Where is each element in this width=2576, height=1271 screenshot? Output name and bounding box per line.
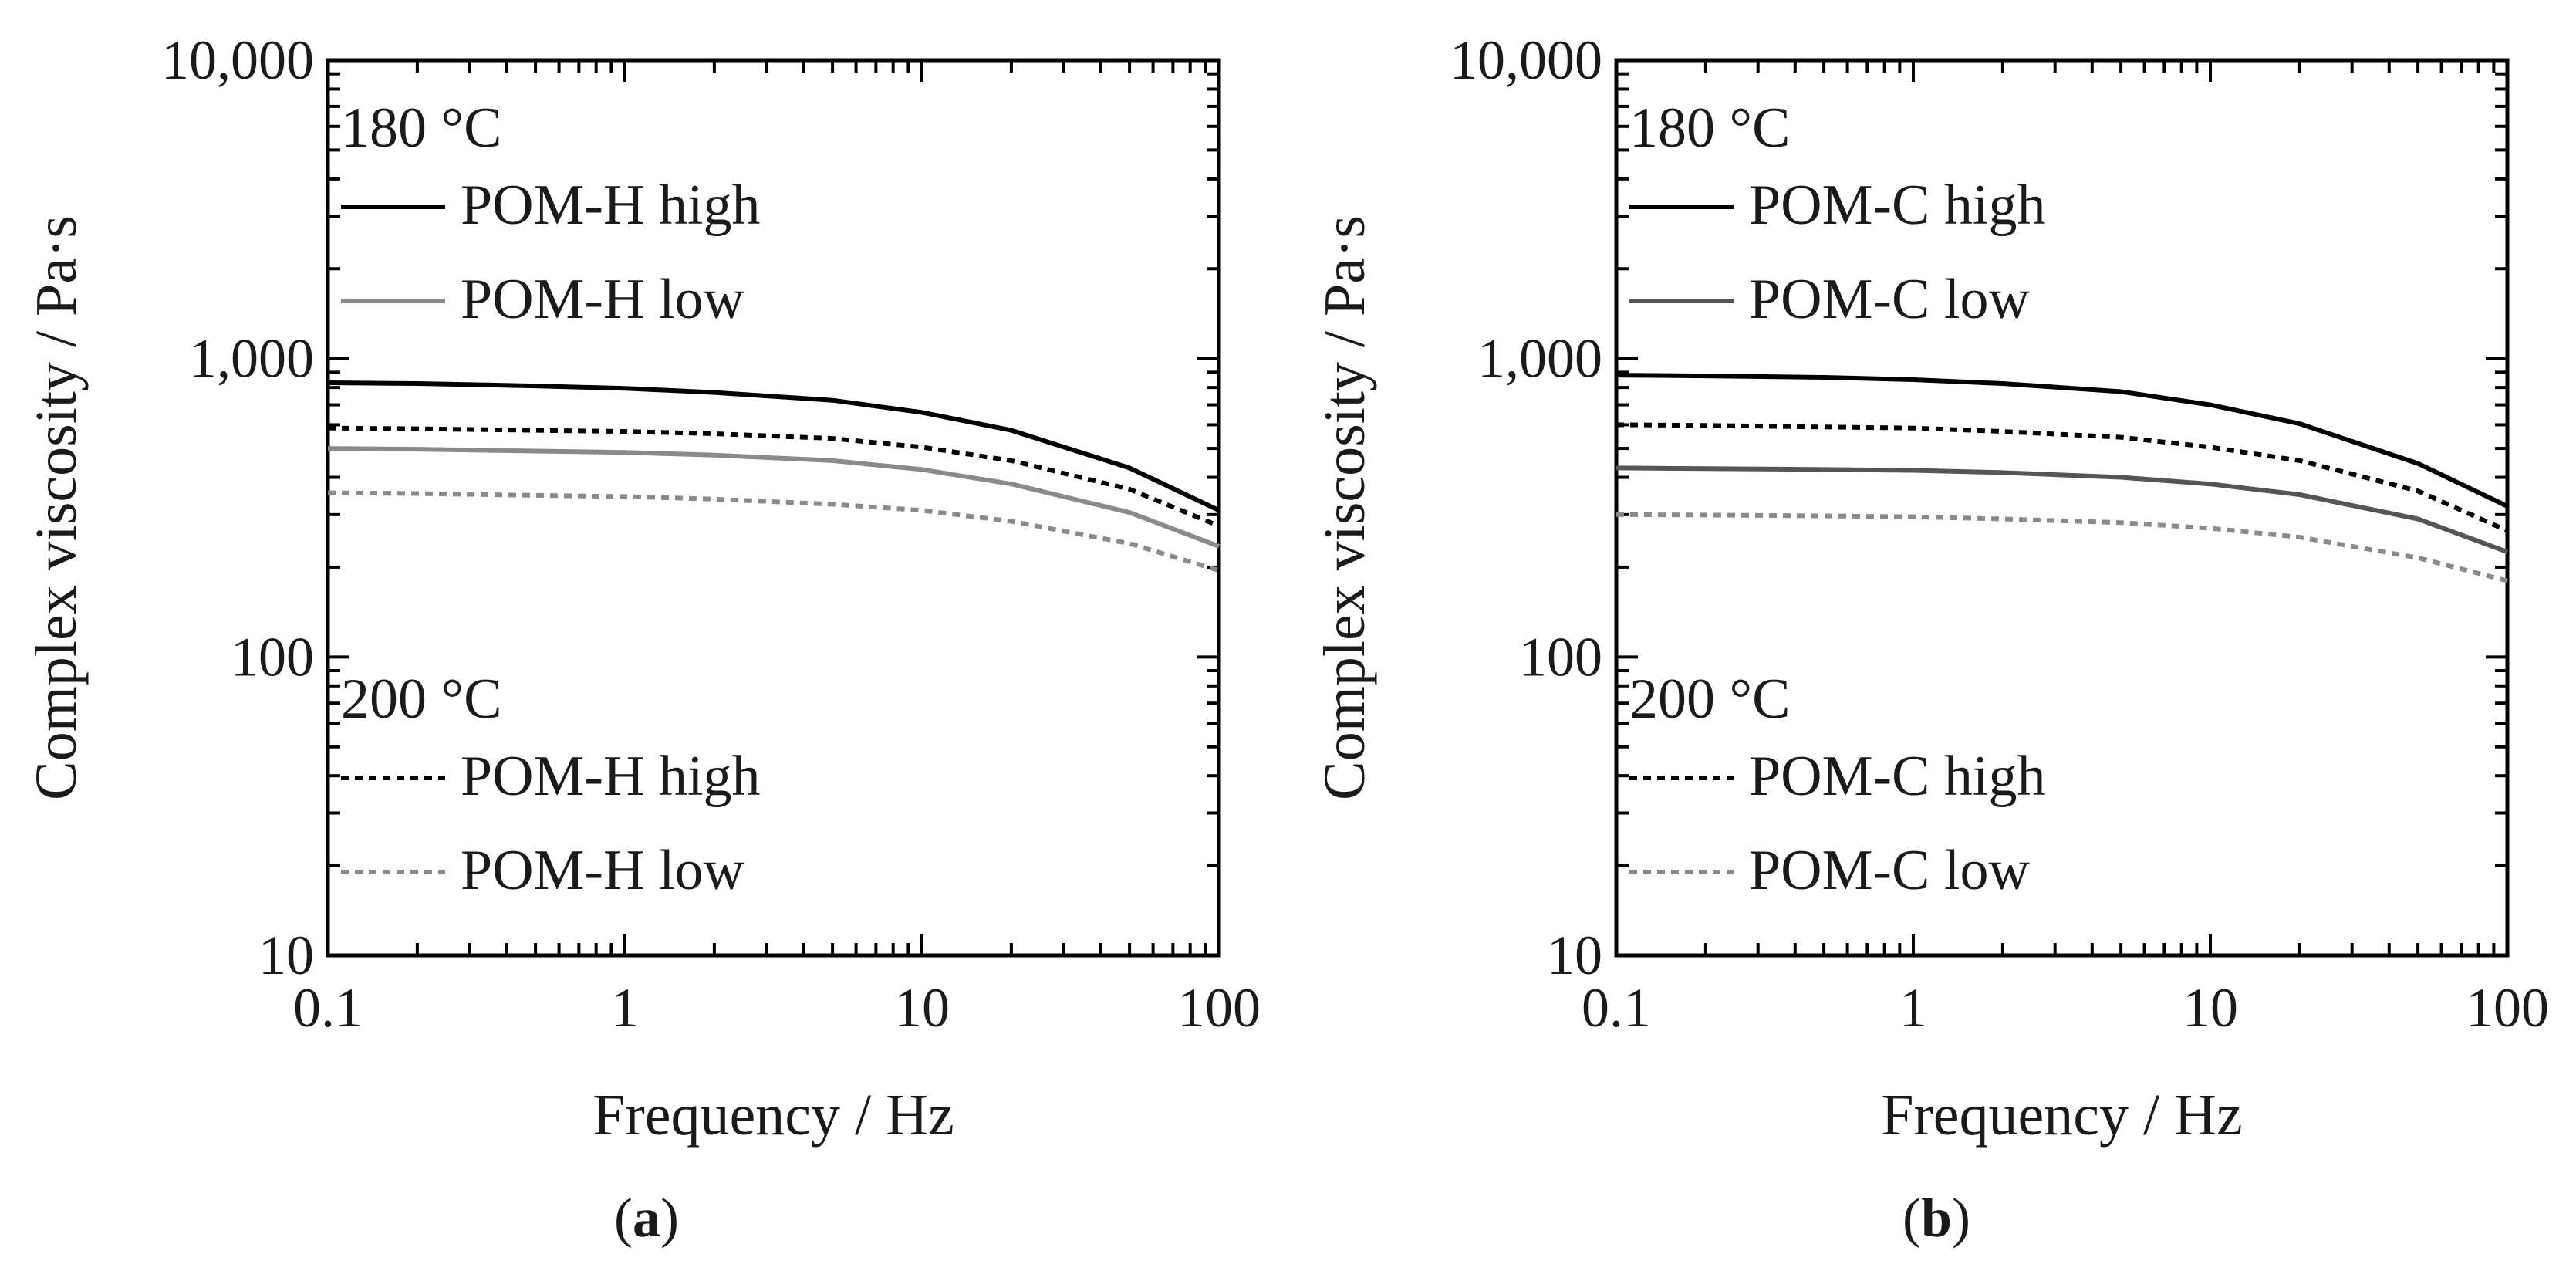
series-line-3 bbox=[1615, 422, 2509, 533]
y-axis-title: Complex viscosity / Pa·s bbox=[1312, 215, 1377, 800]
y-tick-label: 100 bbox=[1519, 626, 1602, 688]
panel-caption: (a) bbox=[614, 1187, 679, 1249]
legend-label: POM-H low bbox=[461, 839, 745, 902]
legend-temp-180: 180 °C bbox=[1629, 96, 1790, 160]
legend-label: POM-C high bbox=[1749, 174, 2045, 237]
y-axis-title: Complex viscosity / Pa·s bbox=[24, 215, 89, 800]
legend-label: POM-C low bbox=[1749, 268, 2030, 331]
x-tick-label: 10 bbox=[2183, 977, 2238, 1039]
legend-label: POM-C low bbox=[1749, 839, 2030, 902]
legend-temp-200: 200 °C bbox=[1629, 668, 1790, 731]
series-line-1 bbox=[1615, 373, 2509, 509]
panel-caption: (b) bbox=[1902, 1187, 1970, 1249]
legend-label: POM-C high bbox=[1749, 745, 2045, 808]
y-tick-label: 1,000 bbox=[189, 328, 314, 390]
x-tick-label: 100 bbox=[2466, 977, 2549, 1039]
x-tick-label: 1 bbox=[1899, 977, 1927, 1039]
x-tick-label: 0.1 bbox=[1582, 977, 1651, 1039]
panel-b: 0.1 1 10 100 10 100 1,000 10,000 Frequency / Hz C… bbox=[1312, 29, 2549, 1249]
series-line-4 bbox=[1615, 512, 2508, 583]
legend-label: POM-H low bbox=[461, 268, 745, 331]
x-tick-label: 100 bbox=[1177, 977, 1261, 1039]
series-line-4 bbox=[327, 490, 1220, 573]
y-tick-label: 10,000 bbox=[161, 29, 314, 91]
y-tick-label: 100 bbox=[231, 626, 314, 688]
y-tick-label: 10 bbox=[258, 925, 314, 986]
series-line-1 bbox=[327, 380, 1220, 513]
legend-label: POM-H high bbox=[461, 745, 761, 808]
y-tick-label: 10 bbox=[1547, 925, 1602, 986]
x-tick-label: 1 bbox=[611, 977, 639, 1039]
x-axis-title: Frequency / Hz bbox=[1881, 1083, 2243, 1148]
y-tick-label: 1,000 bbox=[1477, 328, 1602, 390]
y-tick-label: 10,000 bbox=[1450, 29, 1602, 91]
legend-temp-200: 200 °C bbox=[341, 668, 501, 731]
legend-label: POM-H high bbox=[461, 174, 761, 237]
x-tick-label: 0.1 bbox=[293, 977, 363, 1039]
x-tick-label: 10 bbox=[894, 977, 950, 1039]
x-axis-title: Frequency / Hz bbox=[593, 1083, 954, 1148]
panel-a: 0.1 1 10 100 10 100 1,000 10,000 Frequency / Hz C… bbox=[24, 29, 1261, 1249]
plot-frame bbox=[1614, 58, 2510, 958]
series-line-2 bbox=[1615, 465, 2509, 555]
series-line-3 bbox=[327, 425, 1220, 529]
legend-temp-180: 180 °C bbox=[341, 96, 501, 160]
series-line-2 bbox=[327, 446, 1220, 549]
